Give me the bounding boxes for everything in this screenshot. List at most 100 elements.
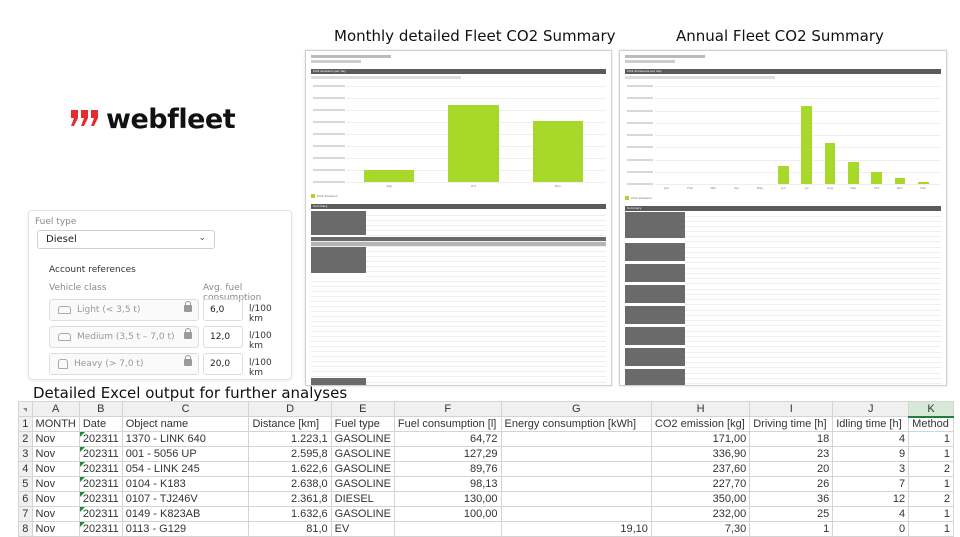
table-cell[interactable]: 054 - LINK 245 [121, 461, 250, 477]
table-cell[interactable]: 2.361,8 [248, 491, 332, 507]
row-number[interactable]: 2 [18, 431, 33, 447]
table-cell[interactable]: 001 - 5056 UP [121, 446, 250, 462]
table-cell[interactable]: 1 [749, 521, 834, 537]
row-number[interactable]: 1 [18, 416, 33, 432]
table-cell[interactable] [500, 461, 652, 477]
table-cell[interactable]: 130,00 [393, 491, 502, 507]
table-cell[interactable]: 202311 [78, 521, 123, 537]
table-cell[interactable]: 36 [749, 491, 834, 507]
table-cell[interactable]: GASOLINE [330, 476, 395, 492]
row-number[interactable]: 5 [18, 476, 33, 492]
table-cell[interactable]: 171,00 [650, 431, 751, 447]
table-cell[interactable]: Nov [31, 461, 80, 477]
select-all-corner[interactable] [18, 401, 33, 417]
fuel-type-select[interactable]: Diesel ⌄ [37, 230, 215, 249]
table-cell[interactable]: 202311 [78, 491, 123, 507]
table-cell[interactable]: 4 [832, 506, 910, 522]
column-header[interactable]: MONTH [31, 416, 80, 432]
table-cell[interactable]: EV [330, 521, 395, 537]
table-cell[interactable]: 1.223,1 [248, 431, 332, 447]
table-cell[interactable]: 202311 [78, 476, 123, 492]
column-header[interactable]: Date [78, 416, 123, 432]
table-cell[interactable]: 1 [908, 521, 954, 537]
table-cell[interactable] [500, 491, 652, 507]
table-cell[interactable]: 0149 - K823AB [121, 506, 250, 522]
table-cell[interactable]: 18 [749, 431, 834, 447]
table-cell[interactable] [500, 431, 652, 447]
consumption-input-light[interactable]: 6,0 [203, 299, 243, 321]
table-cell[interactable]: 202311 [78, 446, 123, 462]
table-cell[interactable] [500, 476, 652, 492]
table-cell[interactable]: 100,00 [393, 506, 502, 522]
table-cell[interactable]: 2.595,8 [248, 446, 332, 462]
table-cell[interactable]: 336,90 [650, 446, 751, 462]
row-number[interactable]: 8 [18, 521, 33, 537]
row-number[interactable]: 7 [18, 506, 33, 522]
table-cell[interactable] [393, 521, 502, 537]
table-cell[interactable]: 202311 [78, 461, 123, 477]
column-letter-h[interactable]: H [650, 401, 751, 417]
column-letter-b[interactable]: B [78, 401, 123, 417]
table-cell[interactable]: 23 [749, 446, 834, 462]
table-cell[interactable] [500, 506, 652, 522]
table-cell[interactable]: Nov [31, 506, 80, 522]
table-cell[interactable]: 1 [908, 431, 954, 447]
table-cell[interactable]: GASOLINE [330, 506, 395, 522]
table-cell[interactable]: Nov [31, 431, 80, 447]
table-cell[interactable]: 1 [908, 506, 954, 522]
table-cell[interactable]: 25 [749, 506, 834, 522]
table-cell[interactable]: Nov [31, 521, 80, 537]
consumption-input-medium[interactable]: 12,0 [203, 326, 243, 348]
column-header[interactable]: Driving time [h] [749, 416, 834, 432]
column-header[interactable]: Fuel type [330, 416, 395, 432]
table-cell[interactable]: GASOLINE [330, 461, 395, 477]
table-cell[interactable]: 1 [908, 476, 954, 492]
table-cell[interactable]: 0113 - G129 [121, 521, 250, 537]
table-cell[interactable]: Nov [31, 491, 80, 507]
table-cell[interactable]: 4 [832, 431, 910, 447]
column-header[interactable]: Method [908, 416, 954, 432]
table-cell[interactable]: 232,00 [650, 506, 751, 522]
table-cell[interactable]: 127,29 [393, 446, 502, 462]
column-header[interactable]: CO2 emission [kg] [650, 416, 751, 432]
column-letter-j[interactable]: J [832, 401, 910, 417]
table-cell[interactable]: 202311 [78, 431, 123, 447]
table-cell[interactable]: 2 [908, 461, 954, 477]
table-cell[interactable]: 20 [749, 461, 834, 477]
column-letter-e[interactable]: E [330, 401, 395, 417]
table-cell[interactable]: Nov [31, 476, 80, 492]
row-number[interactable]: 6 [18, 491, 33, 507]
table-cell[interactable]: 19,10 [500, 521, 652, 537]
column-letter-c[interactable]: C [121, 401, 250, 417]
table-cell[interactable]: GASOLINE [330, 431, 395, 447]
table-cell[interactable]: 237,60 [650, 461, 751, 477]
column-header[interactable]: Energy consumption [kWh] [500, 416, 652, 432]
table-cell[interactable]: 0 [832, 521, 910, 537]
table-cell[interactable]: 202311 [78, 506, 123, 522]
row-number[interactable]: 4 [18, 461, 33, 477]
table-cell[interactable]: 64,72 [393, 431, 502, 447]
table-cell[interactable]: DIESEL [330, 491, 395, 507]
column-letter-i[interactable]: I [749, 401, 834, 417]
table-cell[interactable] [500, 446, 652, 462]
row-number[interactable]: 3 [18, 446, 33, 462]
table-cell[interactable]: 0104 - K183 [121, 476, 250, 492]
table-cell[interactable]: GASOLINE [330, 446, 395, 462]
consumption-input-heavy[interactable]: 20,0 [203, 353, 243, 375]
column-header[interactable]: Fuel consumption [l] [393, 416, 502, 432]
table-cell[interactable]: 227,70 [650, 476, 751, 492]
column-letter-k[interactable]: K [908, 401, 954, 418]
column-header[interactable]: Object name [121, 416, 250, 432]
column-letter-g[interactable]: G [500, 401, 652, 417]
table-cell[interactable]: 98,13 [393, 476, 502, 492]
table-cell[interactable]: 350,00 [650, 491, 751, 507]
column-letter-f[interactable]: F [393, 401, 502, 417]
table-cell[interactable]: Nov [31, 446, 80, 462]
table-cell[interactable]: 7,30 [650, 521, 751, 537]
table-cell[interactable]: 12 [832, 491, 910, 507]
table-cell[interactable]: 1.622,6 [248, 461, 332, 477]
table-cell[interactable]: 2.638,0 [248, 476, 332, 492]
table-cell[interactable]: 1 [908, 446, 954, 462]
table-cell[interactable]: 81,0 [248, 521, 332, 537]
table-cell[interactable]: 1370 - LINK 640 [121, 431, 250, 447]
